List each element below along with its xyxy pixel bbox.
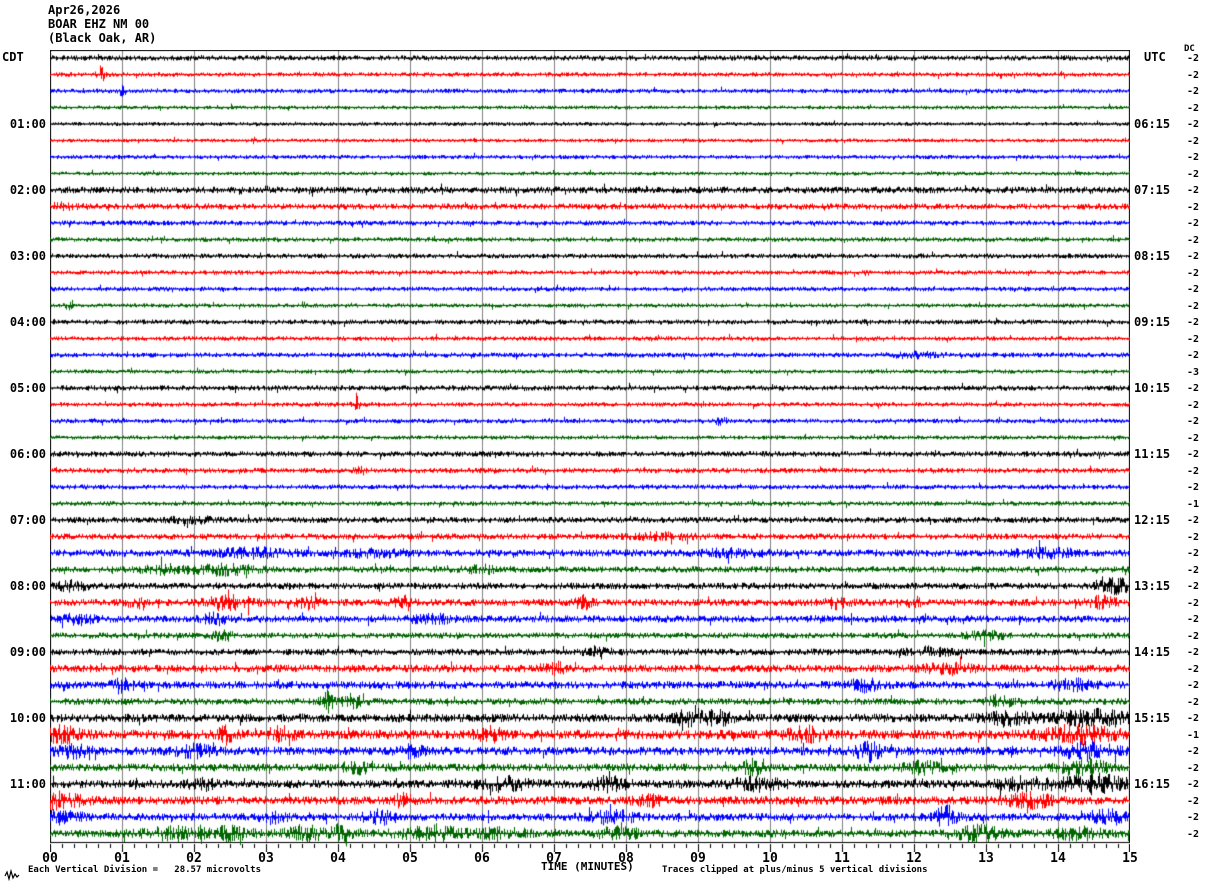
x-axis-title: TIME (MINUTES): [541, 860, 634, 873]
right-hour-label: 13:15: [1134, 579, 1171, 593]
dc-offset-value: -2: [1187, 680, 1200, 691]
right-hour-label: 14:15: [1134, 645, 1171, 659]
x-tick-label: 07: [546, 851, 562, 866]
dc-offset-value: -1: [1187, 729, 1200, 741]
trace-clip-note: Traces clipped at plus/minus 5 vertical …: [662, 865, 928, 875]
dc-offset-value: -2: [1187, 779, 1200, 790]
left-hour-label: 01:00: [9, 117, 46, 131]
right-hour-label: 07:15: [1134, 183, 1171, 197]
x-tick-label: 03: [258, 851, 274, 866]
vertical-scale-marker-icon: [4, 869, 20, 881]
left-hour-label: 11:00: [9, 777, 46, 791]
dc-offset-value: -2: [1187, 102, 1200, 114]
left-hour-label: 09:00: [9, 645, 46, 659]
dc-offset-value: -2: [1187, 135, 1200, 147]
right-hour-label: 10:15: [1134, 381, 1171, 395]
dc-offset-value: -2: [1187, 69, 1200, 81]
dc-offset-value: -2: [1187, 432, 1200, 444]
dc-offset-value: -2: [1187, 152, 1200, 163]
left-hour-label: 03:00: [9, 249, 46, 263]
dc-offset-value: -2: [1187, 663, 1200, 675]
right-hour-label: 06:15: [1134, 117, 1171, 131]
dc-offset-value: -2: [1187, 119, 1200, 130]
dc-offset-value: -2: [1187, 86, 1200, 97]
left-hour-label: 10:00: [9, 711, 46, 725]
right-hour-label: 09:15: [1134, 315, 1171, 329]
x-tick-label: 15: [1122, 851, 1138, 866]
dc-offset-value: -2: [1187, 317, 1200, 328]
dc-offset-value: -2: [1187, 383, 1200, 394]
x-tick-label: 11: [834, 851, 850, 866]
dc-offset-value: -2: [1187, 597, 1200, 609]
dc-offset-value: -2: [1187, 185, 1200, 196]
x-tick-label: 10: [762, 851, 778, 866]
dc-offset-value: -2: [1187, 350, 1200, 361]
left-hour-label: 07:00: [9, 513, 46, 527]
dc-offset-value: -2: [1187, 399, 1200, 411]
x-tick-label: 14: [1050, 851, 1066, 866]
dc-offset-value: -2: [1187, 201, 1200, 213]
x-tick-label: 05: [402, 851, 418, 866]
dc-offset-value: -2: [1187, 812, 1200, 823]
dc-offset-value: -2: [1187, 795, 1200, 807]
dc-offset-value: -2: [1187, 218, 1200, 229]
vertical-division-scale-note: Each Vertical Division = 28.57 microvolt…: [28, 865, 261, 875]
dc-offset-value: -2: [1187, 515, 1200, 526]
x-tick-label: 02: [186, 851, 202, 866]
dc-offset-value: -2: [1187, 630, 1200, 642]
dc-offset-value: -2: [1187, 449, 1200, 460]
dc-offset-value: -2: [1187, 333, 1200, 345]
left-hour-label: 02:00: [9, 183, 46, 197]
dc-offset-value: -2: [1187, 465, 1200, 477]
x-tick-label: 00: [42, 851, 58, 866]
x-tick-label: 12: [906, 851, 922, 866]
dc-offset-value: -2: [1187, 564, 1200, 576]
dc-column-label: DC: [1184, 44, 1195, 54]
dc-offset-value: -2: [1187, 828, 1200, 840]
x-tick-label: 13: [978, 851, 994, 866]
dc-offset-value: -2: [1187, 581, 1200, 592]
x-tick-label: 08: [618, 851, 634, 866]
right-hour-label: 08:15: [1134, 249, 1171, 263]
dc-offset-value: -2: [1187, 713, 1200, 724]
x-tick-label: 04: [330, 851, 346, 866]
dc-offset-value: -2: [1187, 416, 1200, 427]
right-timezone-label: UTC: [1144, 50, 1166, 64]
dc-offset-value: -2: [1187, 168, 1200, 180]
left-hour-label: 06:00: [9, 447, 46, 461]
x-tick-label: 06: [474, 851, 490, 866]
dc-offset-value: -3: [1187, 366, 1200, 378]
dc-offset-value: -2: [1187, 762, 1200, 774]
header-station-location: (Black Oak, AR): [48, 31, 157, 45]
right-hour-label: 12:15: [1134, 513, 1171, 527]
header-date: Apr26,2026: [48, 3, 121, 17]
dc-offset-value: -2: [1187, 614, 1200, 625]
right-hour-label: 16:15: [1134, 777, 1171, 791]
x-tick-label: 09: [690, 851, 706, 866]
left-hour-label: 05:00: [9, 381, 46, 395]
x-tick-label: 01: [114, 851, 130, 866]
dc-offset-value: -2: [1187, 53, 1200, 64]
dc-offset-value: -2: [1187, 251, 1200, 262]
right-hour-label: 15:15: [1134, 711, 1171, 725]
dc-offset-value: -2: [1187, 300, 1200, 312]
left-hour-label: 08:00: [9, 579, 46, 593]
dc-offset-value: -2: [1187, 267, 1200, 279]
dc-offset-value: -2: [1187, 696, 1200, 708]
dc-offset-value: -2: [1187, 746, 1200, 757]
dc-offset-value: -2: [1187, 482, 1200, 493]
header-station-code: BOAR EHZ NM 00: [48, 17, 150, 31]
left-timezone-label: CDT: [2, 50, 24, 64]
dc-offset-value: -1: [1187, 498, 1200, 510]
left-hour-label: 04:00: [9, 315, 46, 329]
dc-offset-value: -2: [1187, 531, 1200, 543]
dc-offset-value: -2: [1187, 548, 1200, 559]
dc-offset-value: -2: [1187, 234, 1200, 246]
right-hour-label: 11:15: [1134, 447, 1171, 461]
dc-offset-value: -2: [1187, 284, 1200, 295]
helicorder-traces-canvas: [50, 50, 1130, 852]
dc-offset-value: -2: [1187, 647, 1200, 658]
